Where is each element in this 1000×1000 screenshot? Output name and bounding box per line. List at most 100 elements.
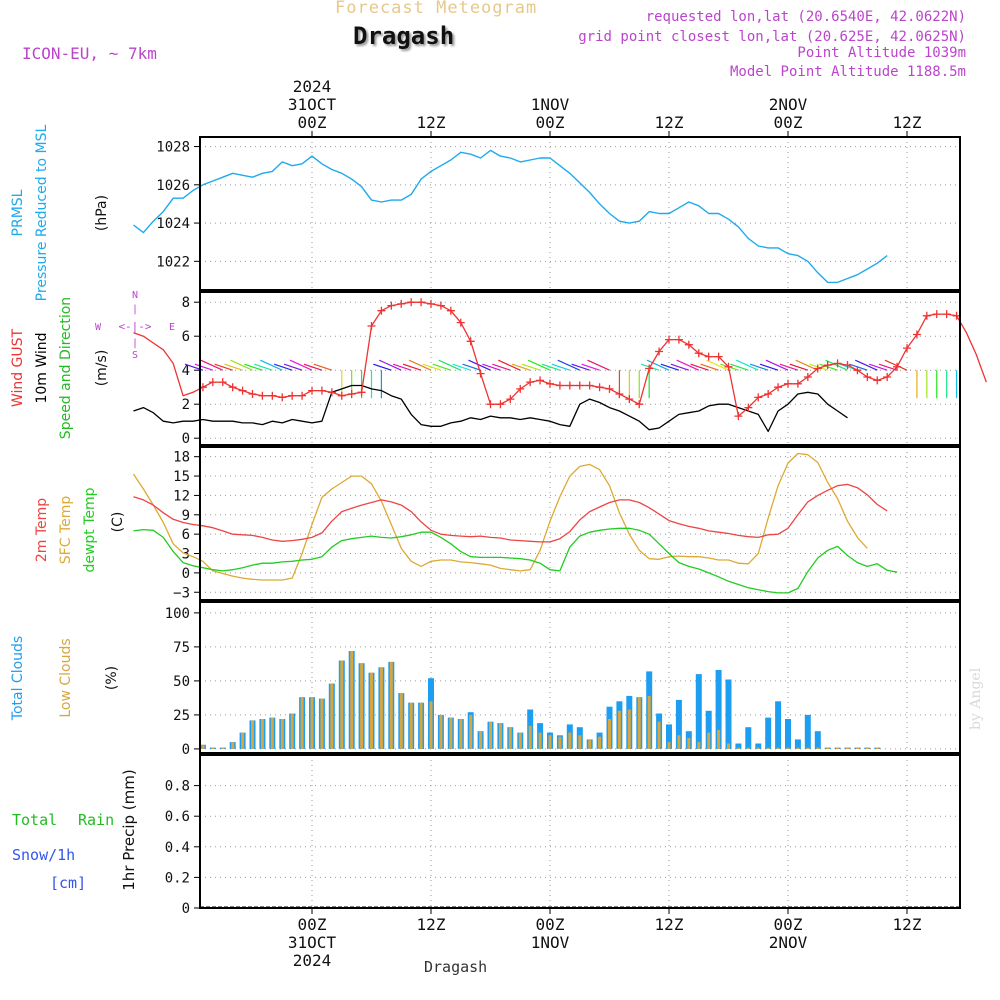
total-cloud-bar: [715, 670, 722, 749]
low-cloud-bar: [657, 721, 661, 749]
gust-marker: [853, 366, 862, 375]
low-cloud-bar: [320, 698, 324, 749]
top-date-label: 1NOV: [531, 95, 570, 114]
gust-marker: [208, 378, 217, 387]
gust-marker: [615, 390, 624, 398]
precip-snow-label: Snow/1h: [12, 846, 75, 864]
low-cloud-bar: [409, 702, 413, 749]
bottom-year-label: 2024: [293, 951, 332, 970]
temp-y-tick-label: 15: [173, 469, 190, 485]
gust-marker: [456, 318, 465, 327]
temp-y-tick-label: 18: [173, 450, 190, 466]
total-cloud-bar: [775, 701, 782, 749]
wind-arrow: [260, 359, 283, 371]
low-cloud-bar: [608, 719, 611, 749]
meteogram-title: Forecast Meteogram: [335, 0, 538, 18]
wind-arrow: [541, 363, 561, 371]
precip-total-label: Total: [12, 811, 57, 829]
low-cloud-bar: [221, 747, 225, 749]
low-cloud-bar: [389, 661, 393, 749]
top-time-tick-label: 12Z: [417, 113, 446, 132]
low-cloud-bar: [865, 747, 869, 749]
gust-marker: [863, 373, 872, 381]
wind-arrow: [825, 359, 848, 371]
wind-arrow: [492, 363, 511, 371]
compass-north-arrow: |: [132, 304, 138, 315]
wind-arrow: [700, 363, 719, 371]
wind-arrow: [511, 363, 531, 371]
requested-coords: requested lon,lat (20.6540E, 42.0622N): [645, 9, 966, 25]
low-cloud-bar: [459, 719, 463, 749]
prmsl-grid: [194, 137, 960, 290]
point-altitude: Point Altitude 1039m: [797, 45, 966, 61]
low-cloud-bar: [707, 732, 711, 749]
low-cloud-bar: [598, 736, 602, 749]
gust-marker: [674, 335, 683, 344]
wind-arrow: [438, 359, 461, 371]
gust-marker: [268, 391, 277, 400]
low-cloud-bar: [617, 710, 621, 749]
low-cloud-bar: [568, 732, 572, 749]
wind-arrow: [736, 359, 759, 371]
gust-marker: [665, 335, 673, 344]
gust-marker: [218, 378, 227, 387]
total-cloud-bar: [725, 679, 732, 749]
low-cloud-bar: [727, 743, 730, 749]
low-cloud-bar: [855, 747, 859, 749]
temp-y-tick-label: 9: [182, 508, 190, 524]
model-point-altitude: Model Point Altitude 1188.5m: [729, 64, 966, 80]
bottom-time-tick-label: 12Z: [893, 915, 922, 934]
bottom-time-tick-label: 12Z: [417, 915, 446, 934]
wind-arrow: [765, 359, 789, 371]
low-cloud-bar: [637, 697, 641, 749]
precip-y-tick-label: 0.8: [165, 779, 190, 795]
low-cloud-bar: [677, 735, 681, 749]
wind-arrow: [779, 363, 799, 371]
low-cloud-bar: [875, 747, 879, 749]
gust-marker: [595, 383, 604, 392]
prmsl-frame: [199, 136, 961, 291]
gust-marker: [645, 364, 654, 373]
low-cloud-bar: [419, 702, 423, 749]
total-cloud-bar: [755, 743, 762, 749]
total-clouds-label: Total Clouds: [10, 636, 26, 721]
gust-marker: [833, 359, 842, 368]
low-cloud-bar: [280, 719, 284, 749]
precip-frame: [199, 754, 961, 909]
low-cloud-bar: [211, 747, 215, 749]
low-cloud-bar: [578, 735, 582, 749]
clouds-y-tick-label: 0: [182, 742, 190, 758]
low-cloud-bar: [786, 747, 790, 749]
wind-arrow: [392, 363, 412, 371]
low-cloud-bar: [697, 742, 701, 749]
gust-marker: [238, 386, 247, 395]
low-cloud-bar: [588, 739, 592, 749]
low-cloud-bar: [518, 732, 522, 749]
prmsl-y-tick-label: 1028: [156, 140, 190, 156]
low-cloud-bar: [300, 697, 304, 749]
temp-grid: [194, 447, 960, 600]
bottom-time-tick-label: 00Z: [536, 915, 565, 934]
gust-marker: [754, 393, 763, 402]
low-cloud-bar: [498, 723, 502, 749]
total-cloud-bar: [745, 727, 752, 749]
wind-arrow: [498, 359, 521, 371]
prmsl-y-tick-label: 1022: [156, 254, 190, 270]
wind-arrow: [482, 363, 501, 371]
gust-marker: [625, 395, 634, 404]
gust-marker: [476, 369, 485, 378]
total-cloud-bar: [814, 731, 821, 749]
wind-arrow: [749, 363, 769, 371]
wind-arrow: [452, 363, 471, 371]
sfc-temp-series-line: [132, 452, 868, 581]
gust-marker: [367, 322, 376, 330]
top-date-label: 31OCT: [288, 95, 337, 114]
top-time-tick-label: 00Z: [536, 113, 565, 132]
low-cloud-bar: [627, 709, 631, 749]
wind-arrow: [303, 363, 323, 371]
wind-arrow: [527, 359, 551, 371]
gust-marker: [734, 412, 743, 421]
gust-marker: [704, 352, 713, 361]
clouds-unit-label: (%): [104, 666, 120, 690]
